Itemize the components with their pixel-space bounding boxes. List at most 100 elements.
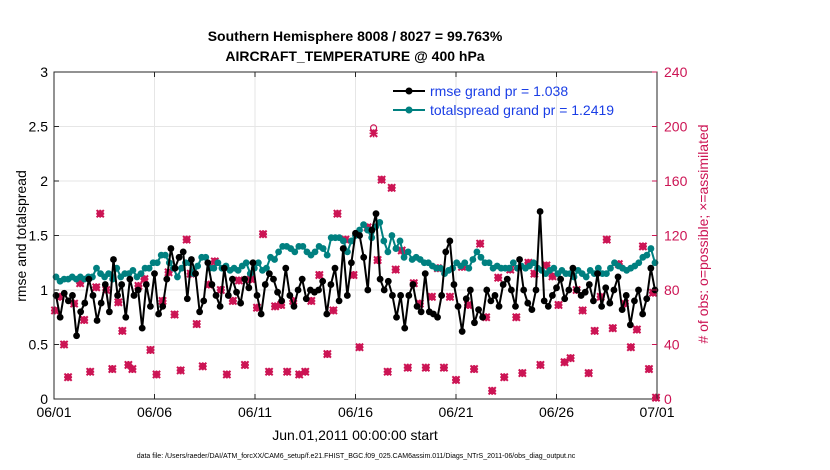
rmse-point: [196, 308, 204, 316]
totalspread-point: [105, 270, 113, 278]
y-axis-label-right: # of obs: o=possible; ×=assimilated: [695, 124, 711, 343]
totalspread-point: [319, 245, 327, 252]
legend-rmse-marker: [405, 87, 413, 95]
obs-assimilated-point: [118, 326, 127, 336]
rmse-point: [327, 281, 335, 288]
obs-assimilated-point: [258, 229, 268, 239]
totalspread-point: [392, 245, 400, 252]
rmse-point: [179, 248, 187, 256]
totalspread-point: [93, 264, 100, 272]
totalspread-point: [594, 264, 602, 272]
obs-assimilated-point: [608, 323, 618, 333]
chart-title-line2: AIRCRAFT_TEMPERATURE @ 400 hPa: [225, 48, 484, 64]
rmse-point: [602, 284, 610, 292]
totalspread-point: [174, 273, 181, 281]
rmse-point: [319, 277, 327, 285]
rmse-point: [233, 288, 240, 296]
obs-assimilated-point: [124, 360, 133, 370]
rmse-point: [606, 299, 614, 307]
rmse-point: [417, 308, 425, 316]
rmse-point: [200, 297, 208, 305]
totalspread-point: [234, 266, 242, 274]
obs-assimilated-point: [536, 360, 545, 370]
rmse-point: [183, 295, 191, 303]
rmse-point: [110, 256, 117, 263]
rmse-point: [450, 281, 458, 288]
y-tick-label-right: 160: [664, 173, 688, 189]
obs-assimilated-point: [421, 363, 431, 372]
rmse-point: [261, 281, 269, 288]
rmse-point: [487, 297, 495, 305]
obs-assimilated-point: [114, 297, 123, 307]
rmse-point: [282, 264, 290, 272]
totalspread-point: [145, 264, 153, 272]
obs-assimilated-point: [315, 270, 324, 280]
rmse-point: [60, 289, 68, 297]
rmse-point: [647, 264, 655, 272]
rmse-point: [208, 281, 216, 288]
rmse-point: [622, 292, 630, 299]
obs-assimilated-point: [355, 342, 364, 352]
obs-assimilated-point: [329, 306, 338, 315]
obs-assimilated-point: [300, 367, 310, 377]
totalspread-point: [210, 264, 218, 272]
rmse-point: [294, 286, 302, 294]
x-tick-label: 06/26: [539, 404, 574, 420]
totalspread-point: [323, 251, 331, 259]
rmse-point: [56, 313, 64, 321]
obs-assimilated-point: [511, 312, 521, 322]
rmse-point: [483, 286, 491, 294]
rmse-point: [216, 302, 224, 310]
rmse-point: [532, 286, 540, 294]
rmse-point: [155, 310, 163, 318]
obs-assimilated-point: [584, 368, 593, 378]
totalspread-point: [505, 264, 513, 272]
obs-assimilated-point: [445, 292, 455, 302]
obs-assimilated-point: [146, 345, 155, 355]
obs-assimilated-point: [170, 310, 179, 319]
rmse-point: [536, 208, 544, 215]
rmse-point: [454, 302, 462, 310]
totalspread-point: [477, 253, 485, 261]
obs-assimilated-point: [469, 364, 479, 374]
totalspread-point: [339, 237, 347, 245]
totalspread-point: [473, 248, 481, 256]
totalspread-point: [263, 264, 270, 272]
totalspread-point: [550, 264, 558, 272]
rmse-point: [134, 286, 142, 294]
rmse-point: [557, 275, 565, 283]
rmse-point: [643, 295, 651, 303]
obs-assimilated-point: [427, 292, 437, 302]
obs-assimilated-point: [487, 386, 497, 396]
rmse-point: [188, 256, 195, 263]
chart-title-line1: Southern Hemisphere 8008 / 8027 = 99.763…: [208, 28, 503, 44]
rmse-point: [97, 299, 105, 307]
totalspread-point: [582, 273, 590, 281]
rmse-point: [85, 275, 93, 283]
rmse-point: [163, 275, 171, 283]
obs-assimilated-point: [590, 326, 599, 336]
obs-assimilated-point: [554, 300, 563, 310]
rmse-point: [397, 292, 405, 299]
legend-spread-label: totalspread grand pr = 1.2419: [430, 102, 614, 118]
rmse-point: [409, 281, 417, 288]
totalspread-point: [485, 259, 493, 267]
rmse-point: [503, 275, 511, 283]
obs-assimilated-point: [383, 367, 392, 377]
totalspread-point: [129, 266, 137, 274]
obs-assimilated-point: [198, 361, 208, 371]
obs-assimilated-point: [270, 302, 280, 311]
rmse-point: [512, 302, 519, 310]
obs-assimilated-point: [644, 364, 654, 374]
totalspread-point: [376, 219, 384, 226]
rmse-point: [302, 295, 310, 303]
obs-assimilated-point: [79, 315, 89, 325]
x-tick-label: 06/11: [238, 404, 272, 420]
obs-assimilated-point: [499, 372, 509, 382]
obs-assimilated-point: [475, 239, 485, 248]
rmse-point: [553, 284, 560, 292]
rmse-point: [290, 302, 298, 310]
totalspread-point: [607, 264, 614, 272]
obs-assimilated-point: [566, 353, 575, 363]
